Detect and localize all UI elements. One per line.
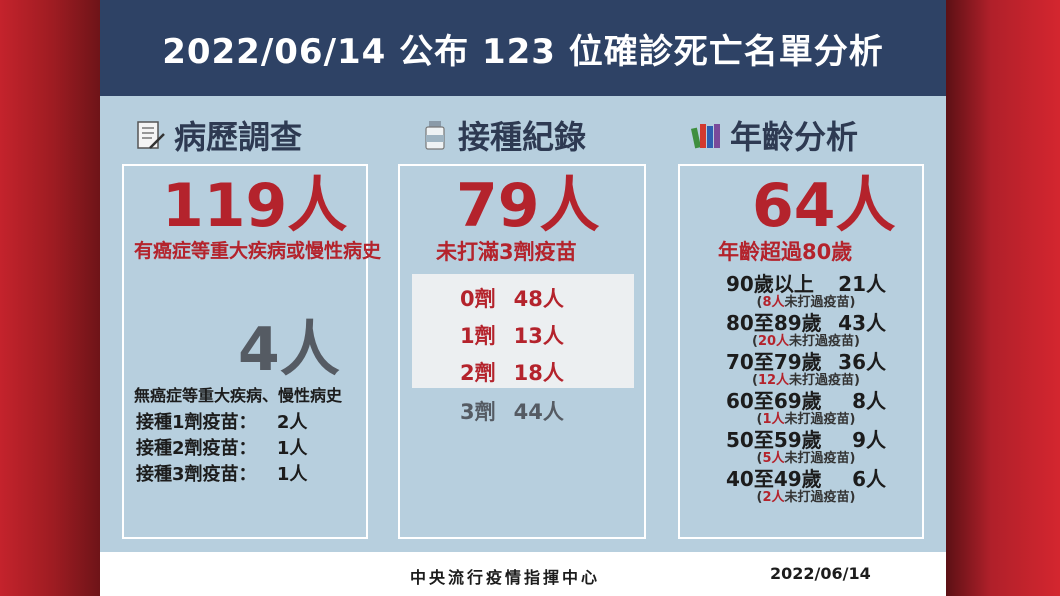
history-main-label: 有癌症等重大疾病或慢性病史 (134, 240, 382, 262)
age-group-note: (20人未打過疫苗) (751, 334, 860, 349)
vaccination-heading: 接種紀錄 (418, 110, 586, 160)
history-dose-line: 接種1劑疫苗： 2人 (136, 412, 308, 433)
background-right-red (945, 0, 1060, 596)
age-group-row: 60至69歲 8人 (726, 389, 886, 413)
age-group-note: (8人未打過疫苗) (756, 295, 856, 310)
age-group-row: 80至89歲 43人 (726, 311, 886, 335)
vaccine-vial-icon (425, 121, 445, 150)
age-main-label: 年齡超過80歲 (718, 240, 853, 264)
vaccination-main-label: 未打滿3劑疫苗 (436, 240, 577, 264)
footer-organization: 中央流行疫情指揮中心 (410, 568, 601, 587)
history-dose-line: 接種3劑疫苗： 1人 (136, 464, 308, 485)
history-dose-line: 接種2劑疫苗： 1人 (136, 438, 308, 459)
age-group-note: (1人未打過疫苗) (756, 412, 856, 427)
dose-row: 3劑 44人 (460, 400, 564, 424)
dose-row: 0劑 48人 (460, 287, 564, 311)
vaccination-title: 接種紀錄 (458, 118, 587, 156)
books-icon (690, 124, 720, 149)
footer-bar: 中央流行疫情指揮中心 2022/06/14 (100, 552, 946, 596)
age-group-row: 40至49歲 6人 (726, 467, 886, 491)
history-secondary-label: 無癌症等重大疾病、慢性病史 (134, 386, 343, 405)
age-group-note: (2人未打過疫苗) (756, 490, 856, 505)
unvaccinated-dose-box (412, 274, 634, 388)
age-group-note: (12人未打過疫苗) (751, 373, 860, 388)
age-group-row: 70至79歲 36人 (726, 350, 886, 374)
history-panel (122, 164, 368, 539)
history-title: 病歷調查 (174, 118, 303, 156)
header-banner: 2022/06/14 公布 123 位確診死亡名單分析 (100, 0, 946, 96)
history-main-count: 119人 (162, 171, 348, 241)
vaccination-panel (398, 164, 646, 539)
page-title: 2022/06/14 公布 123 位確診死亡名單分析 (162, 31, 884, 72)
infographic-card: 2022/06/14 公布 123 位確診死亡名單分析 病歷調查 接種紀錄 年齡… (100, 0, 946, 596)
age-main-count: 64人 (752, 171, 896, 241)
age-panel (678, 164, 924, 539)
document-pen-icon (137, 121, 165, 149)
age-group-row: 50至59歲 9人 (726, 428, 886, 452)
age-group-note: (5人未打過疫苗) (756, 451, 856, 466)
age-title: 年齡分析 (730, 118, 859, 156)
dose-row: 1劑 13人 (460, 324, 564, 348)
history-secondary-count: 4人 (238, 315, 340, 385)
history-heading: 病歷調查 (134, 110, 302, 160)
age-group-row: 90歲以上 21人 (726, 272, 886, 296)
age-heading: 年齡分析 (690, 110, 858, 160)
dose-row: 2劑 18人 (460, 361, 564, 385)
vaccination-main-count: 79人 (456, 171, 600, 241)
footer-date: 2022/06/14 (770, 564, 871, 583)
